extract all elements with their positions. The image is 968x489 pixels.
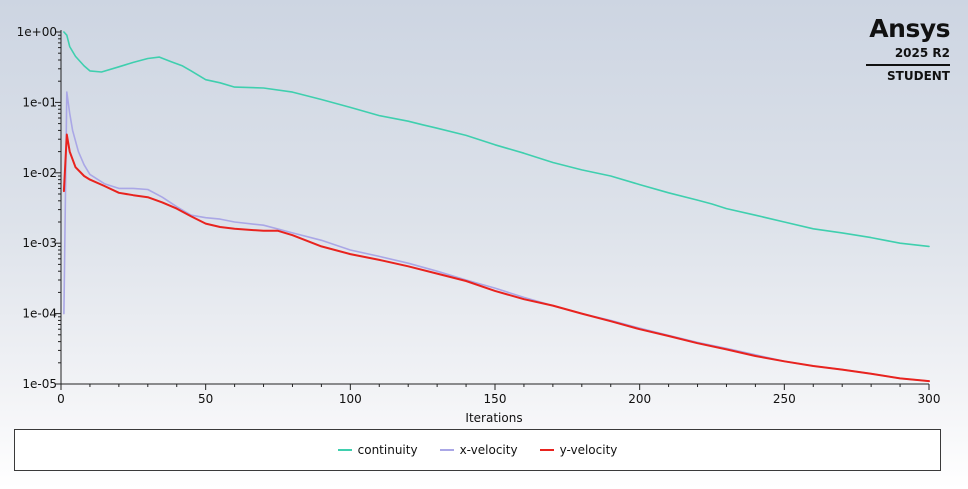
logo-divider xyxy=(866,64,950,66)
y-tick-label: 1e-04 xyxy=(22,307,57,321)
y-tick-label: 1e-05 xyxy=(22,377,57,391)
legend-entry-x-velocity[interactable]: x-velocity xyxy=(439,443,518,457)
x-tick-label: 300 xyxy=(918,392,941,406)
x-tick-label: 250 xyxy=(773,392,796,406)
legend-swatch-continuity xyxy=(337,449,352,451)
series-layer xyxy=(62,31,930,383)
x-tick-label: 0 xyxy=(57,392,65,406)
chart-axes: 1e-05 1e-04 1e-03 1e-02 1e-01 1e+00 0 50 100 150 2… xyxy=(17,25,941,406)
chart-legend: continuity x-velocity y-velocity xyxy=(14,429,941,471)
y-tick-label: 1e+00 xyxy=(17,25,57,39)
y-tick-label: 1e-01 xyxy=(22,95,57,109)
legend-entry-continuity[interactable]: continuity xyxy=(337,443,418,457)
x-tick-label: 200 xyxy=(628,392,651,406)
ansys-logo: Ansys 2025 R2 STUDENT xyxy=(866,14,951,83)
legend-label-y-velocity: y-velocity xyxy=(559,443,618,457)
x-tick-label: 150 xyxy=(484,392,507,406)
logo-version: 2025 R2 xyxy=(894,46,950,60)
series-line-x-velocity xyxy=(63,91,930,382)
legend-entry-y-velocity[interactable]: y-velocity xyxy=(539,443,618,457)
legend-label-continuity: continuity xyxy=(357,443,418,457)
y-tick-label: 1e-03 xyxy=(22,236,57,250)
logo-edition: STUDENT xyxy=(887,69,950,83)
legend-swatch-x-velocity xyxy=(439,449,454,451)
series-line-y-velocity xyxy=(62,133,930,383)
x-tick-label: 100 xyxy=(339,392,362,406)
x-tick-label: 50 xyxy=(198,392,213,406)
logo-name: Ansys xyxy=(869,14,950,43)
y-tick-label: 1e-02 xyxy=(22,166,57,180)
residuals-chart: 1e-05 1e-04 1e-03 1e-02 1e-01 1e+00 0 50 100 150 2… xyxy=(17,25,941,425)
legend-swatch-y-velocity xyxy=(539,449,554,451)
x-axis-title: Iterations xyxy=(465,411,522,425)
series-line-continuity xyxy=(63,31,930,248)
legend-label-x-velocity: x-velocity xyxy=(459,443,518,457)
